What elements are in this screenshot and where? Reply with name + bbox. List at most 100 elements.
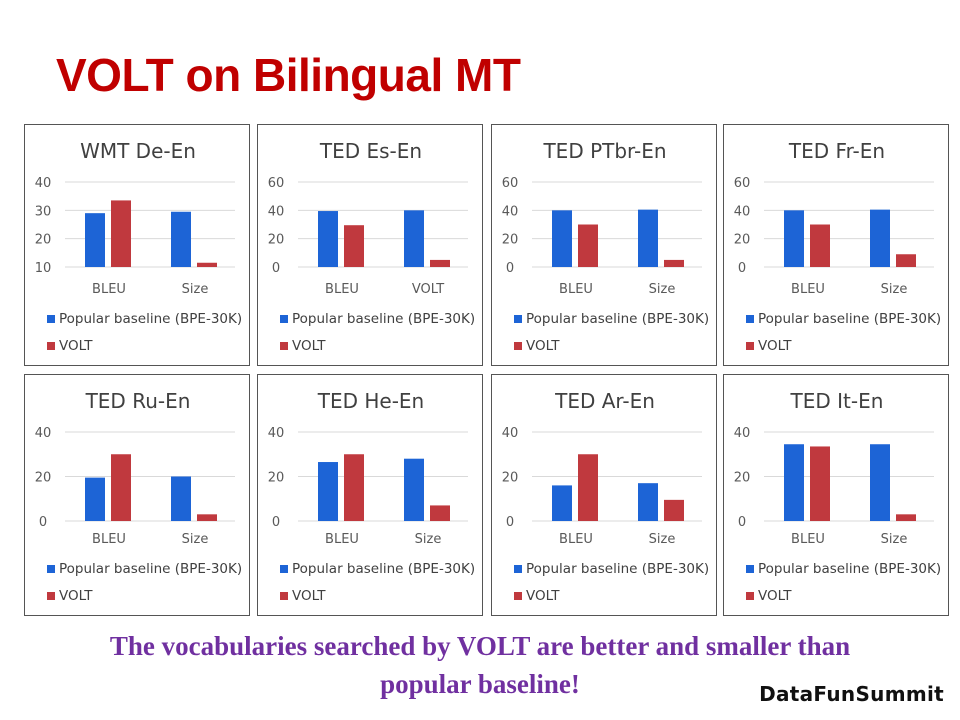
y-tick-label: 40: [502, 426, 519, 441]
legend-volt: VOLT: [746, 588, 792, 604]
legend-swatch: [746, 315, 754, 323]
legend-label: VOLT: [59, 338, 93, 354]
y-tick-label: 60: [502, 176, 519, 191]
bar-volt-size: [664, 259, 684, 267]
bar-baseline-bleu: [318, 462, 338, 521]
bar-volt-size: [896, 254, 916, 267]
y-tick-label: 10: [35, 261, 52, 276]
legend-swatch: [47, 592, 55, 600]
legend-swatch: [47, 565, 55, 573]
x-category-label: BLEU: [325, 282, 359, 297]
legend-swatch: [47, 315, 55, 323]
legend-volt: VOLT: [280, 338, 326, 354]
legend-swatch: [746, 592, 754, 600]
legend-baseline: Popular baseline (BPE-30K): [280, 311, 475, 327]
bar-chart-3: TED PTbr-En 0 20 40 60 BLEU Size: [502, 139, 702, 297]
legend-swatch: [280, 592, 288, 600]
legend-swatch: [746, 342, 754, 350]
bar-baseline-size: [171, 476, 191, 521]
y-tick-label: 20: [35, 233, 52, 248]
bar-chart-2: TED Es-En 0 20 40 60 BLEU VOLT: [268, 139, 468, 297]
bar-volt-size: [664, 499, 684, 521]
x-category-label: Size: [881, 532, 908, 547]
legend-label: Popular baseline (BPE-30K): [758, 311, 942, 327]
legend-volt: VOLT: [746, 338, 792, 354]
x-category-label: Size: [415, 532, 442, 547]
legend-baseline: Popular baseline (BPE-30K): [47, 561, 242, 577]
x-category-label: Size: [881, 282, 908, 297]
legend-swatch: [514, 315, 522, 323]
bar-baseline-bleu: [784, 444, 804, 521]
x-category-label: Size: [182, 282, 209, 297]
y-tick-label: 0: [506, 515, 514, 530]
y-tick-label: 40: [268, 426, 285, 441]
legend-volt: VOLT: [47, 588, 93, 604]
legend-label: VOLT: [758, 588, 792, 604]
chart-title: TED It-En: [790, 389, 884, 413]
x-category-label: BLEU: [325, 532, 359, 547]
bar-chart-4: TED Fr-En 0 20 40 60 BLEU Size: [734, 139, 934, 297]
legend-volt: VOLT: [280, 588, 326, 604]
legend-label: VOLT: [526, 338, 560, 354]
y-tick-label: 0: [272, 515, 280, 530]
y-tick-label: 20: [502, 233, 519, 248]
bar-volt-bleu: [344, 454, 364, 521]
chart-title: WMT De-En: [80, 139, 196, 163]
bar-chart-1: WMT De-En 10 20 30 40 BLEU Size: [35, 139, 235, 297]
legend-baseline: Popular baseline (BPE-30K): [514, 311, 709, 327]
legend-label: Popular baseline (BPE-30K): [292, 561, 476, 577]
y-tick-label: 60: [268, 176, 285, 191]
x-category-label: BLEU: [791, 532, 825, 547]
legend-baseline: Popular baseline (BPE-30K): [746, 311, 941, 327]
bar-baseline-bleu: [85, 213, 105, 267]
y-tick-label: 0: [506, 261, 514, 276]
y-tick-label: 60: [734, 176, 751, 191]
legend-swatch: [514, 565, 522, 573]
bar-chart-7: TED Ar-En 0 20 40 BLEU Size: [502, 389, 702, 547]
y-tick-label: 40: [502, 204, 519, 219]
legend-baseline: Popular baseline (BPE-30K): [746, 561, 941, 577]
chart-panel-3: TED PTbr-En 0 20 40 60 BLEU Size Popular baseli…: [491, 124, 717, 366]
chart-panel-6: TED He-En 0 20 40 BLEU Size Popular baseline (…: [257, 374, 483, 616]
bar-baseline-size: [870, 209, 890, 267]
y-tick-label: 0: [272, 261, 280, 276]
y-tick-label: 0: [39, 515, 47, 530]
y-tick-label: 20: [502, 471, 519, 486]
bar-volt-bleu: [344, 225, 364, 267]
legend-label: VOLT: [758, 338, 792, 354]
bar-volt-bleu: [810, 446, 830, 521]
bar-volt-size: [430, 505, 450, 521]
bar-baseline-bleu: [85, 477, 105, 521]
legend-volt: VOLT: [514, 588, 560, 604]
legend-swatch: [514, 342, 522, 350]
chart-title: TED Ar-En: [554, 389, 655, 413]
bar-volt-size: [896, 514, 916, 521]
legend-swatch: [280, 315, 288, 323]
x-category-label: BLEU: [791, 282, 825, 297]
chart-panel-1: WMT De-En 10 20 30 40 BLEU Size Popular baselin…: [24, 124, 250, 366]
bar-baseline-bleu: [552, 210, 572, 267]
y-tick-label: 20: [734, 233, 751, 248]
legend-volt: VOLT: [47, 338, 93, 354]
x-category-label: BLEU: [559, 282, 593, 297]
chart-title: TED He-En: [317, 389, 424, 413]
y-tick-label: 40: [268, 204, 285, 219]
y-tick-label: 40: [734, 204, 751, 219]
legend-label: VOLT: [526, 588, 560, 604]
chart-panel-5: TED Ru-En 0 20 40 BLEU Size Popular baseline (…: [24, 374, 250, 616]
chart-panel-2: TED Es-En 0 20 40 60 BLEU VOLT Popular baseline…: [257, 124, 483, 366]
bar-volt-bleu: [578, 454, 598, 521]
chart-title: TED Ru-En: [85, 389, 191, 413]
legend-swatch: [47, 342, 55, 350]
legend-label: Popular baseline (BPE-30K): [292, 311, 476, 327]
bar-baseline-size: [638, 209, 658, 267]
legend-label: VOLT: [292, 338, 326, 354]
chart-panel-4: TED Fr-En 0 20 40 60 BLEU Size Popular baseline…: [723, 124, 949, 366]
legend-swatch: [746, 565, 754, 573]
x-category-label: VOLT: [412, 282, 444, 297]
bar-baseline-size: [870, 444, 890, 521]
y-tick-label: 40: [35, 176, 52, 191]
chart-title: TED Es-En: [319, 139, 422, 163]
bar-baseline-volt: [404, 210, 424, 267]
bar-volt-volt: [430, 259, 450, 267]
